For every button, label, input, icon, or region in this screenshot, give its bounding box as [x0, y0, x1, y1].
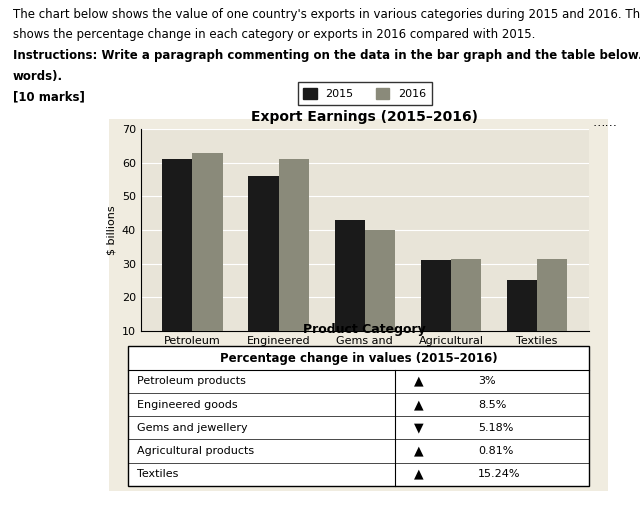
Text: ▲: ▲ — [413, 398, 423, 411]
Text: [10 marks]: [10 marks] — [13, 90, 84, 103]
Text: ▼: ▼ — [413, 421, 423, 434]
Text: 0.81%: 0.81% — [478, 446, 513, 456]
Text: Textiles: Textiles — [137, 469, 179, 479]
Text: words).: words). — [13, 70, 63, 83]
Text: 5.18%: 5.18% — [478, 423, 513, 433]
Text: ……: …… — [593, 116, 618, 129]
Text: Product Category: Product Category — [303, 323, 426, 336]
Bar — [248, 176, 278, 364]
Text: The chart below shows the value of one country's exports in various categories d: The chart below shows the value of one c… — [13, 8, 640, 21]
Text: Percentage change in values (2015–2016): Percentage change in values (2015–2016) — [220, 352, 497, 364]
Text: shows the percentage change in each category or exports in 2016 compared with 20: shows the percentage change in each cate… — [13, 28, 535, 41]
Bar — [278, 159, 309, 364]
Bar — [335, 220, 365, 364]
Bar — [451, 258, 481, 364]
Title: Export Earnings (2015–2016): Export Earnings (2015–2016) — [252, 110, 478, 124]
Bar — [537, 258, 567, 364]
Text: 8.5%: 8.5% — [478, 400, 507, 409]
Text: ▲: ▲ — [413, 445, 423, 458]
Text: ▲: ▲ — [413, 375, 423, 388]
Text: Agricultural products: Agricultural products — [137, 446, 254, 456]
Text: Petroleum products: Petroleum products — [137, 376, 246, 386]
Text: 3%: 3% — [478, 376, 496, 386]
Text: Instructions: Write a paragraph commenting on the data in the bar graph and the : Instructions: Write a paragraph commenti… — [13, 49, 640, 62]
Legend: 2015, 2016: 2015, 2016 — [298, 82, 432, 105]
Y-axis label: $ billions: $ billions — [106, 205, 116, 255]
Bar — [421, 260, 451, 364]
Bar — [193, 153, 223, 364]
Bar — [507, 280, 537, 364]
Text: 15.24%: 15.24% — [478, 469, 521, 479]
Text: Gems and jewellery: Gems and jewellery — [137, 423, 248, 433]
FancyBboxPatch shape — [128, 346, 589, 486]
Text: ▲: ▲ — [413, 468, 423, 481]
Bar — [365, 230, 395, 364]
Text: Engineered goods: Engineered goods — [137, 400, 238, 409]
Bar — [163, 159, 193, 364]
